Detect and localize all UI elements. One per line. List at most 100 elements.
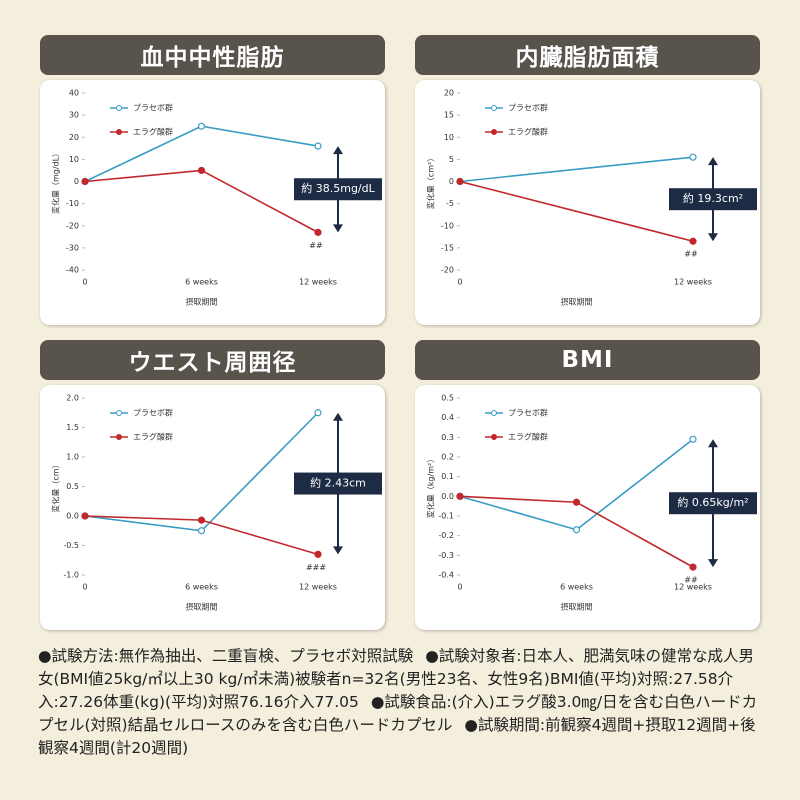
- chart-panel: -40 -30 -20 -10 0 10 20 30 40 0 6 weeks 12 weeks 摂取期…: [40, 80, 385, 325]
- x-tick-label: 12 weeks: [674, 583, 712, 592]
- series-line: [459, 156, 694, 183]
- point: [572, 526, 581, 534]
- y-tick-label: 15: [444, 111, 454, 120]
- annotation-box: [669, 492, 757, 515]
- point: [314, 228, 322, 236]
- y-tick-label: 1.0: [66, 453, 79, 462]
- y-tick-label: 0.0: [66, 512, 79, 521]
- y-tick-label: 10: [444, 133, 454, 142]
- x-axis-label: 摂取期間: [561, 602, 593, 612]
- legend-label: プラセボ群: [508, 103, 548, 113]
- x-axis-label: 摂取期間: [561, 297, 593, 307]
- point: [456, 177, 464, 186]
- x-axis-label: 摂取期間: [186, 602, 218, 612]
- y-axis-label: 変化量（mg/dL）: [51, 149, 61, 214]
- y-tick-label: -15: [441, 243, 454, 252]
- y-tick-label: 0.0: [441, 492, 454, 501]
- chart-title: 血中中性脂肪: [40, 35, 385, 75]
- y-tick-label: 0: [74, 177, 79, 186]
- y-tick-label: 1.5: [66, 423, 79, 432]
- note: ●試験対象者:日本人、肥満気味の健常な成人男女(BMI値25kg/㎡以上30 k…: [38, 647, 754, 711]
- legend-marker: [491, 410, 497, 416]
- y-tick-label: 20: [444, 89, 454, 98]
- y-tick-label: -0.5: [63, 541, 79, 550]
- annotation: 約 0.65kg/m²: [677, 495, 748, 509]
- x-axis-label: 摂取期間: [186, 297, 218, 307]
- y-tick-label: -20: [66, 221, 79, 230]
- chart-panel: -0.4 -0.3 -0.2 -0.1 0.0 0.1 0.2 0.3 0.4 0.5 0 6 wee…: [415, 385, 760, 630]
- point: [689, 237, 697, 245]
- point: [456, 492, 464, 500]
- chart-title: BMI: [415, 340, 760, 380]
- legend-label: エラグ酸群: [133, 432, 173, 442]
- y-tick-label: -0.1: [438, 512, 454, 521]
- chart-title: ウエスト周囲径: [40, 340, 385, 380]
- y-tick-label: 0: [449, 177, 454, 186]
- point: [314, 409, 322, 417]
- chart: -20 -15 -10 -5 0 5 10 15 20 0 12 weeks 摂取期間 変化量（cm²）…: [426, 89, 757, 307]
- legend-label: エラグ酸群: [133, 127, 173, 137]
- y-tick-label: 0.4: [441, 413, 454, 422]
- significance: ###: [306, 563, 326, 572]
- y-tick-label: 0.5: [441, 394, 454, 403]
- x-tick-label: 12 weeks: [299, 278, 337, 287]
- y-axis-label: 変化量（cm）: [51, 460, 61, 512]
- point: [314, 142, 322, 150]
- y-tick-label: -0.2: [438, 531, 454, 540]
- point: [572, 498, 581, 506]
- y-tick-label: -40: [66, 266, 79, 275]
- y-tick-label: 10: [69, 155, 79, 164]
- x-tick-label: 12 weeks: [674, 278, 712, 287]
- series-line: [459, 180, 694, 243]
- x-tick-label: 6 weeks: [185, 583, 218, 592]
- legend-marker: [116, 410, 122, 416]
- legend-label: プラセボ群: [508, 408, 548, 418]
- note: ●試験期間:前観察4週間+摂取12週間+後観察4週間(計20週間): [38, 716, 756, 757]
- legend-marker: [116, 129, 122, 135]
- y-axis-label: 変化量（cm²）: [426, 154, 436, 209]
- point: [81, 177, 89, 186]
- point: [197, 527, 206, 535]
- series-line: [84, 169, 319, 234]
- point: [689, 435, 697, 443]
- point: [689, 563, 697, 571]
- y-tick-label: -20: [441, 266, 454, 275]
- legend-marker: [491, 105, 497, 111]
- chart: -1.0 -0.5 0.0 0.5 1.0 1.5 2.0 0 6 weeks 12 weeks 摂…: [51, 394, 382, 612]
- y-tick-label: 0.1: [441, 472, 454, 481]
- y-tick-label: 20: [69, 133, 79, 142]
- point: [689, 153, 697, 161]
- chart-panel: -1.0 -0.5 0.0 0.5 1.0 1.5 2.0 0 6 weeks 12 weeks 摂…: [40, 385, 385, 630]
- point: [314, 550, 322, 558]
- x-tick-label: 0: [457, 583, 462, 592]
- legend-marker: [116, 105, 122, 111]
- y-tick-label: -0.4: [438, 571, 454, 580]
- y-tick-label: 0.5: [66, 482, 79, 491]
- y-tick-label: -10: [66, 199, 79, 208]
- significance: ##: [684, 250, 698, 259]
- point: [81, 512, 89, 520]
- y-tick-label: 40: [69, 89, 79, 98]
- annotation-box: [294, 178, 382, 201]
- y-tick-label: -30: [66, 243, 79, 252]
- note: ●試験方法:無作為抽出、二重盲検、プラセボ対照試験: [38, 647, 414, 665]
- notes: ●試験方法:無作為抽出、二重盲検、プラセボ対照試験 ●試験対象者:日本人、肥満気味…: [38, 645, 768, 760]
- annotation: 約 2.43cm: [310, 476, 366, 490]
- x-tick-label: 6 weeks: [185, 278, 218, 287]
- y-tick-label: 30: [69, 111, 79, 120]
- y-tick-label: 0.2: [441, 453, 454, 462]
- x-tick-label: 12 weeks: [299, 583, 337, 592]
- y-tick-label: -1.0: [63, 571, 79, 580]
- annotation-box: [294, 472, 382, 495]
- chart-panel: -20 -15 -10 -5 0 5 10 15 20 0 12 weeks 摂取期間 変化量（cm²）…: [415, 80, 760, 325]
- point: [197, 166, 206, 175]
- chart: -0.4 -0.3 -0.2 -0.1 0.0 0.1 0.2 0.3 0.4 0.5 0 6 wee…: [426, 394, 757, 612]
- y-tick-label: -5: [446, 199, 454, 208]
- legend-label: プラセボ群: [133, 103, 173, 113]
- x-tick-label: 6 weeks: [560, 583, 593, 592]
- annotation-box: [669, 188, 757, 211]
- y-axis-label: 変化量（kg/m²）: [426, 455, 436, 518]
- series-line: [84, 412, 319, 532]
- legend-marker: [491, 129, 497, 135]
